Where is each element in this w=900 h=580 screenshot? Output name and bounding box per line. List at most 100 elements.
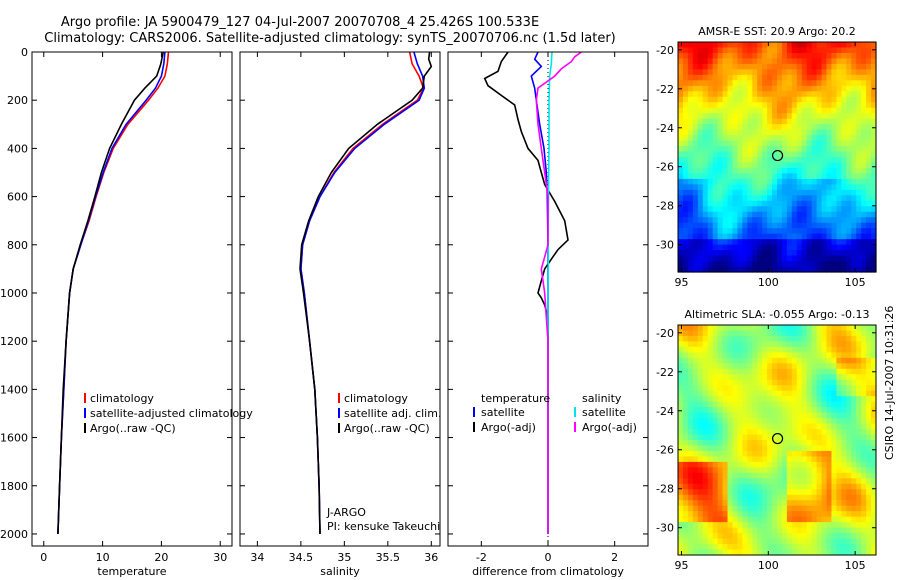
- map-cell: [861, 450, 867, 458]
- map-cell: [856, 63, 862, 70]
- map-cell: [752, 456, 758, 463]
- map-cell: [742, 396, 748, 403]
- map-cell: [781, 58, 788, 65]
- map-cell: [722, 461, 729, 468]
- map-cell: [767, 472, 773, 479]
- map-cell: [702, 527, 709, 534]
- map-cell: [871, 162, 877, 169]
- map-cell: [717, 352, 724, 359]
- map-cell: [821, 178, 828, 185]
- map-cell: [851, 135, 857, 142]
- map-cell: [678, 445, 684, 452]
- map-cell: [752, 363, 758, 370]
- map-cell: [796, 379, 803, 386]
- map-cell: [727, 330, 734, 337]
- map-cell: [801, 478, 808, 485]
- map-cell: [781, 244, 788, 251]
- map-cell: [786, 167, 793, 175]
- map-cell: [707, 325, 714, 332]
- map-cell: [781, 472, 788, 479]
- map-cell: [777, 63, 783, 70]
- map-cell: [712, 167, 719, 175]
- map-cell: [737, 211, 743, 218]
- climatology-series-line: [300, 52, 425, 535]
- map-cell: [786, 118, 793, 125]
- map-cell: [732, 522, 738, 529]
- map-cell: [786, 363, 793, 370]
- map-cell: [851, 189, 857, 196]
- map-cell: [851, 445, 857, 452]
- map-cell: [811, 516, 818, 523]
- map-cell: [821, 522, 828, 529]
- map-cell: [841, 195, 847, 202]
- map-cell: [856, 200, 862, 207]
- map-cell: [687, 58, 694, 65]
- map-cell: [811, 494, 818, 501]
- map-cell: [757, 450, 763, 458]
- map-cell: [836, 184, 842, 191]
- map-cell: [757, 527, 763, 534]
- map-cell: [747, 379, 753, 386]
- map-cell: [717, 124, 724, 131]
- map-cell: [811, 341, 818, 348]
- map-cell: [856, 346, 862, 353]
- map-cell: [762, 401, 768, 408]
- map-cell: [732, 173, 738, 180]
- map-cell: [697, 445, 704, 452]
- map-cell: [851, 167, 857, 175]
- map-cell: [846, 418, 852, 425]
- map-cell: [821, 494, 828, 501]
- map-cell: [796, 107, 803, 114]
- map-cell: [702, 401, 709, 408]
- map-cell: [702, 80, 709, 87]
- map-cell: [781, 107, 788, 114]
- map-cell: [702, 162, 709, 169]
- map-cell: [831, 500, 837, 507]
- map-cell: [742, 445, 748, 452]
- map-cell: [866, 461, 872, 468]
- map-cell: [682, 445, 689, 452]
- map-cell: [831, 85, 837, 92]
- map-cell: [796, 368, 803, 375]
- map-cell: [737, 396, 743, 403]
- map-cell: [781, 200, 788, 207]
- map-cell: [841, 91, 847, 98]
- map-cell: [742, 434, 748, 441]
- map-cell: [866, 538, 872, 545]
- map-cell: [777, 505, 783, 512]
- map-cell: [717, 363, 724, 370]
- map-cell: [826, 412, 833, 419]
- map-cell: [861, 429, 867, 436]
- map-cell: [831, 368, 837, 375]
- map-cell: [816, 151, 823, 158]
- map-cell: [826, 118, 833, 125]
- map-cell: [826, 494, 833, 501]
- map-cell: [796, 63, 803, 70]
- map-cell: [742, 472, 748, 479]
- map-cell: [712, 135, 719, 142]
- y-tick-label: 800: [7, 239, 28, 252]
- map-cell: [722, 396, 729, 403]
- map-cell: [791, 335, 798, 343]
- map-cell: [717, 217, 724, 224]
- map-cell: [791, 244, 798, 251]
- map-cell: [826, 423, 833, 430]
- map-cell: [727, 47, 734, 54]
- map-cell: [846, 478, 852, 485]
- map-cell: [772, 118, 778, 125]
- map-cell: [712, 200, 719, 207]
- map-cell: [757, 489, 763, 496]
- map-cell: [801, 374, 808, 381]
- map-cell: [767, 157, 773, 164]
- map-cell: [712, 146, 719, 153]
- map-cell: [767, 173, 773, 180]
- map-cell: [826, 385, 833, 392]
- map-cell: [866, 396, 872, 403]
- map-cell: [846, 385, 852, 392]
- map-cell: [861, 233, 867, 240]
- map-cell: [836, 47, 842, 54]
- map-cell: [692, 352, 699, 359]
- map-cell: [747, 511, 753, 518]
- map-cell: [846, 113, 852, 120]
- map-cell: [682, 146, 689, 153]
